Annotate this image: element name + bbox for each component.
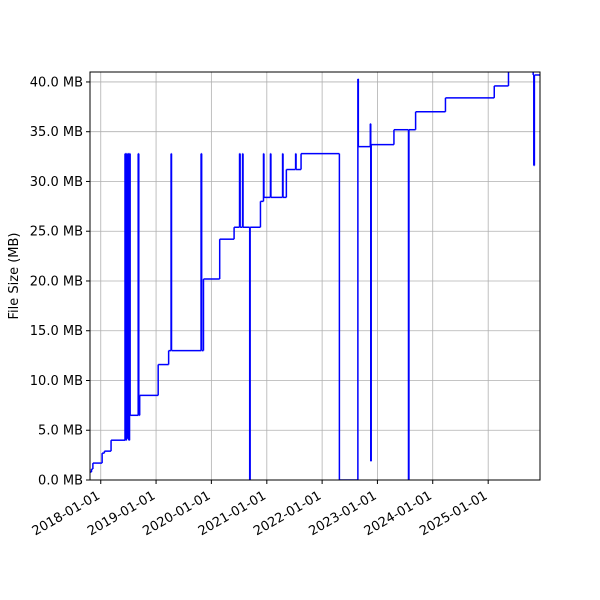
y-tick-label: 35.0 MB xyxy=(30,125,83,140)
plot-area xyxy=(90,72,540,480)
y-tick-label: 5.0 MB xyxy=(38,424,83,439)
y-tick-label: 25.0 MB xyxy=(30,225,83,240)
y-tick-label: 30.0 MB xyxy=(30,175,83,190)
grid xyxy=(90,72,540,481)
y-tick-label: 40.0 MB xyxy=(30,75,83,90)
y-tick-label: 0.0 MB xyxy=(38,474,83,489)
y-axis-label: File Size (MB) xyxy=(7,233,22,320)
y-tick-label: 15.0 MB xyxy=(30,324,83,339)
y-tick-label: 10.0 MB xyxy=(30,374,83,389)
y-tick-label: 20.0 MB xyxy=(30,274,83,289)
axes-frame xyxy=(89,71,541,481)
